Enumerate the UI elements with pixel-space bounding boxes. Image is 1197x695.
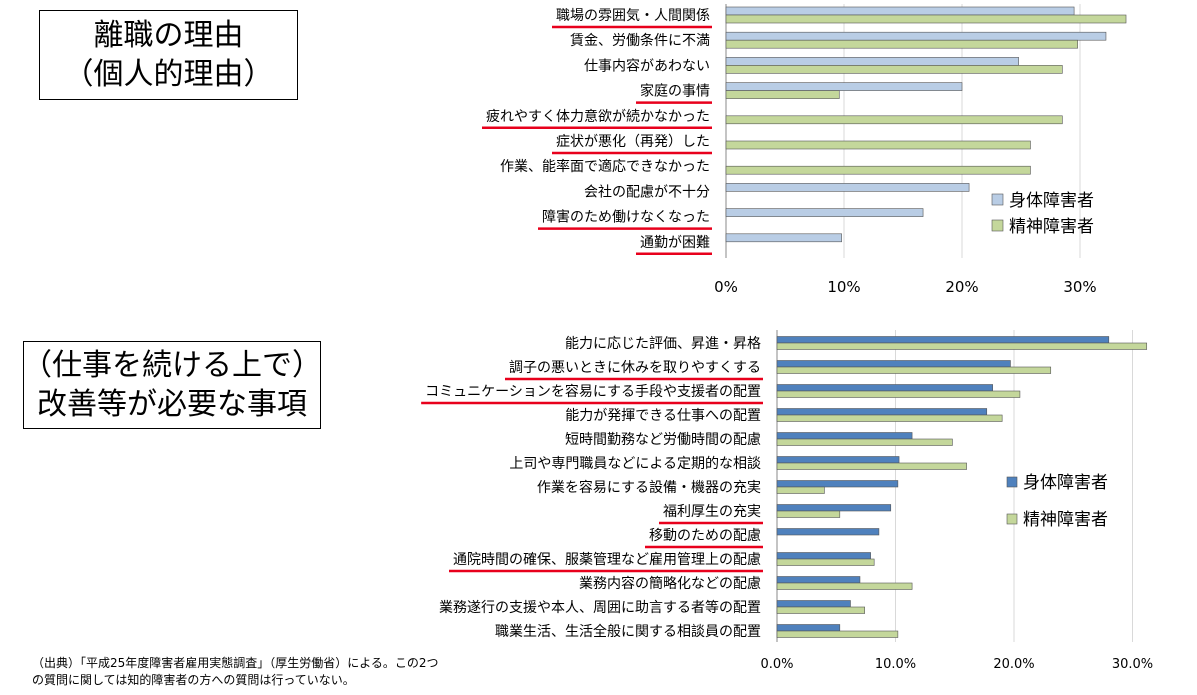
chart2-tick-label: 20.0% bbox=[993, 657, 1034, 672]
chart1-category-label: 作業、能率面で適応できなかった bbox=[500, 158, 710, 175]
chart1-bar-physical bbox=[725, 6, 1075, 16]
chart2-bar-mental bbox=[776, 582, 913, 590]
chart2-bar-physical bbox=[776, 408, 988, 416]
chart2-bar-physical bbox=[776, 504, 892, 512]
chart1-bar-mental bbox=[725, 65, 1063, 74]
chart2-category-label: 業務内容の簡略化などの配慮 bbox=[579, 575, 761, 592]
chart2-category-label: 作業を容易にする設備・機器の充実 bbox=[537, 479, 761, 496]
chart1-bar-mental bbox=[725, 165, 1031, 175]
chart1-category-label: 賃金、労働条件に不満 bbox=[570, 32, 710, 49]
chart2-title-line-2: 改善等が必要な事項 bbox=[37, 387, 307, 422]
chart2-category-label: 能力に応じた評価、昇進・昇格 bbox=[565, 336, 761, 352]
chart1-bar-mental bbox=[725, 140, 1031, 150]
chart2-bar-mental bbox=[776, 630, 899, 638]
chart2-bar-physical bbox=[776, 552, 871, 560]
chart1-category-label: 仕事内容があわない bbox=[584, 57, 710, 74]
chart1-category-label: 職場の雰囲気・人間関係 bbox=[556, 8, 710, 24]
chart2-bar-mental bbox=[776, 606, 865, 614]
chart1-legend-label: 身体障害者 bbox=[1009, 191, 1094, 211]
chart1-bar-physical bbox=[725, 183, 970, 192]
chart2-bar-mental bbox=[776, 486, 825, 494]
chart2-bar-mental bbox=[776, 414, 1003, 422]
chart1-title-line-1: 離職の理由 bbox=[93, 18, 244, 53]
chart2-bar-mental bbox=[776, 390, 1021, 398]
chart2-bar-mental bbox=[776, 438, 953, 446]
chart1-bar-physical bbox=[725, 82, 963, 91]
chart2-bar-mental bbox=[776, 510, 841, 518]
chart2-bar-physical bbox=[776, 360, 1011, 368]
chart1-tick-label: 10% bbox=[827, 278, 860, 296]
chart1-tick-label: 30% bbox=[1063, 278, 1096, 296]
chart2-title-line-1: （仕事を続ける上で） bbox=[22, 348, 322, 383]
chart2-bar-mental bbox=[776, 558, 875, 566]
chart2-bar-mental bbox=[776, 342, 1148, 350]
chart2-category-label: コミュニケーションを容易にする手段や支援者の配置 bbox=[425, 383, 761, 400]
chart2-bar-physical bbox=[776, 384, 993, 392]
chart2-tick-label: 0.0% bbox=[760, 657, 793, 672]
chart1-bar-mental bbox=[725, 14, 1127, 24]
chart1-legend-label: 精神障害者 bbox=[1009, 217, 1094, 237]
chart2-bar-physical bbox=[776, 480, 899, 488]
chart1-tick-label: 0% bbox=[714, 278, 738, 296]
chart2-legend-label: 精神障害者 bbox=[1023, 510, 1108, 530]
chart2-category-label: 上司や専門職員などによる定期的な相談 bbox=[509, 456, 761, 472]
footnote-line-2: の質問に関しては知的障害者の方への質問は行っていない。 bbox=[32, 673, 355, 687]
chart2-category-label: 短時間勤務など労働時間の配慮 bbox=[565, 432, 761, 448]
chart2-bar-physical bbox=[776, 528, 880, 536]
chart1-bar-physical bbox=[725, 233, 842, 243]
chart1-bar-mental bbox=[725, 90, 840, 99]
chart1-tick-label: 20% bbox=[945, 278, 978, 296]
chart1-category-label: 障害のため働けなくなった bbox=[542, 210, 710, 226]
chart1-legend-swatch bbox=[991, 193, 1004, 206]
chart2-legend-label: 身体障害者 bbox=[1023, 473, 1108, 493]
chart2-bar-physical bbox=[776, 600, 851, 608]
chart2-bar-mental bbox=[776, 366, 1052, 374]
chart1-bar-physical bbox=[725, 57, 1019, 66]
chart2-tick-label: 30.0% bbox=[1112, 657, 1153, 672]
chart2-bar-physical bbox=[776, 456, 900, 464]
chart1-category-label: 疲れやすく体力意欲が続かなかった bbox=[486, 108, 710, 125]
chart2-legend-swatch bbox=[1006, 513, 1018, 525]
chart1-category-label: 症状が悪化（再発）した bbox=[556, 134, 710, 150]
chart2-bar-mental bbox=[776, 462, 967, 470]
chart2-bar-physical bbox=[776, 432, 913, 440]
chart1-legend-swatch bbox=[991, 219, 1004, 232]
chart1-title-line-2: （個人的理由） bbox=[63, 57, 274, 92]
chart2-category-label: 福利厚生の充実 bbox=[663, 504, 761, 520]
chart1-category-label: 家庭の事情 bbox=[640, 83, 710, 100]
chart1-bar-physical bbox=[725, 31, 1107, 41]
chart2-category-label: 移動のための配慮 bbox=[649, 528, 761, 544]
chart2-bar-physical bbox=[776, 624, 841, 632]
chart1-category-label: 会社の配慮が不十分 bbox=[584, 184, 710, 200]
chart1-bar-mental bbox=[725, 39, 1078, 49]
chart1-bar-mental bbox=[725, 115, 1063, 125]
chart2-category-label: 職業生活、生活全般に関する相談員の配置 bbox=[495, 623, 761, 640]
chart1-bar-physical bbox=[725, 208, 924, 217]
chart2-legend-swatch bbox=[1006, 476, 1018, 488]
chart2-bar-physical bbox=[776, 576, 861, 584]
chart2-bar-physical bbox=[776, 336, 1110, 344]
chart2-tick-label: 10.0% bbox=[875, 657, 916, 672]
chart1-title-box: 離職の理由 （個人的理由） bbox=[39, 10, 298, 100]
chart2-category-label: 能力が発揮できる仕事への配置 bbox=[565, 408, 761, 424]
chart2-category-label: 通院時間の確保、服薬管理など雇用管理上の配慮 bbox=[453, 551, 761, 568]
chart2-category-label: 業務遂行の支援や本人、周囲に助言する者等の配置 bbox=[439, 599, 761, 616]
source-footnote: （出典）「平成25年度障害者雇用実態調査」（厚生労働省）による。この2つ の質問… bbox=[32, 655, 439, 689]
footnote-line-1: （出典）「平成25年度障害者雇用実態調査」（厚生労働省）による。この2つ bbox=[32, 656, 439, 670]
chart1-category-label: 通勤が困難 bbox=[640, 235, 710, 251]
chart2-title-box: （仕事を続ける上で） 改善等が必要な事項 bbox=[22, 341, 322, 429]
chart2-category-label: 調子の悪いときに休みを取りやすくする bbox=[509, 360, 761, 376]
